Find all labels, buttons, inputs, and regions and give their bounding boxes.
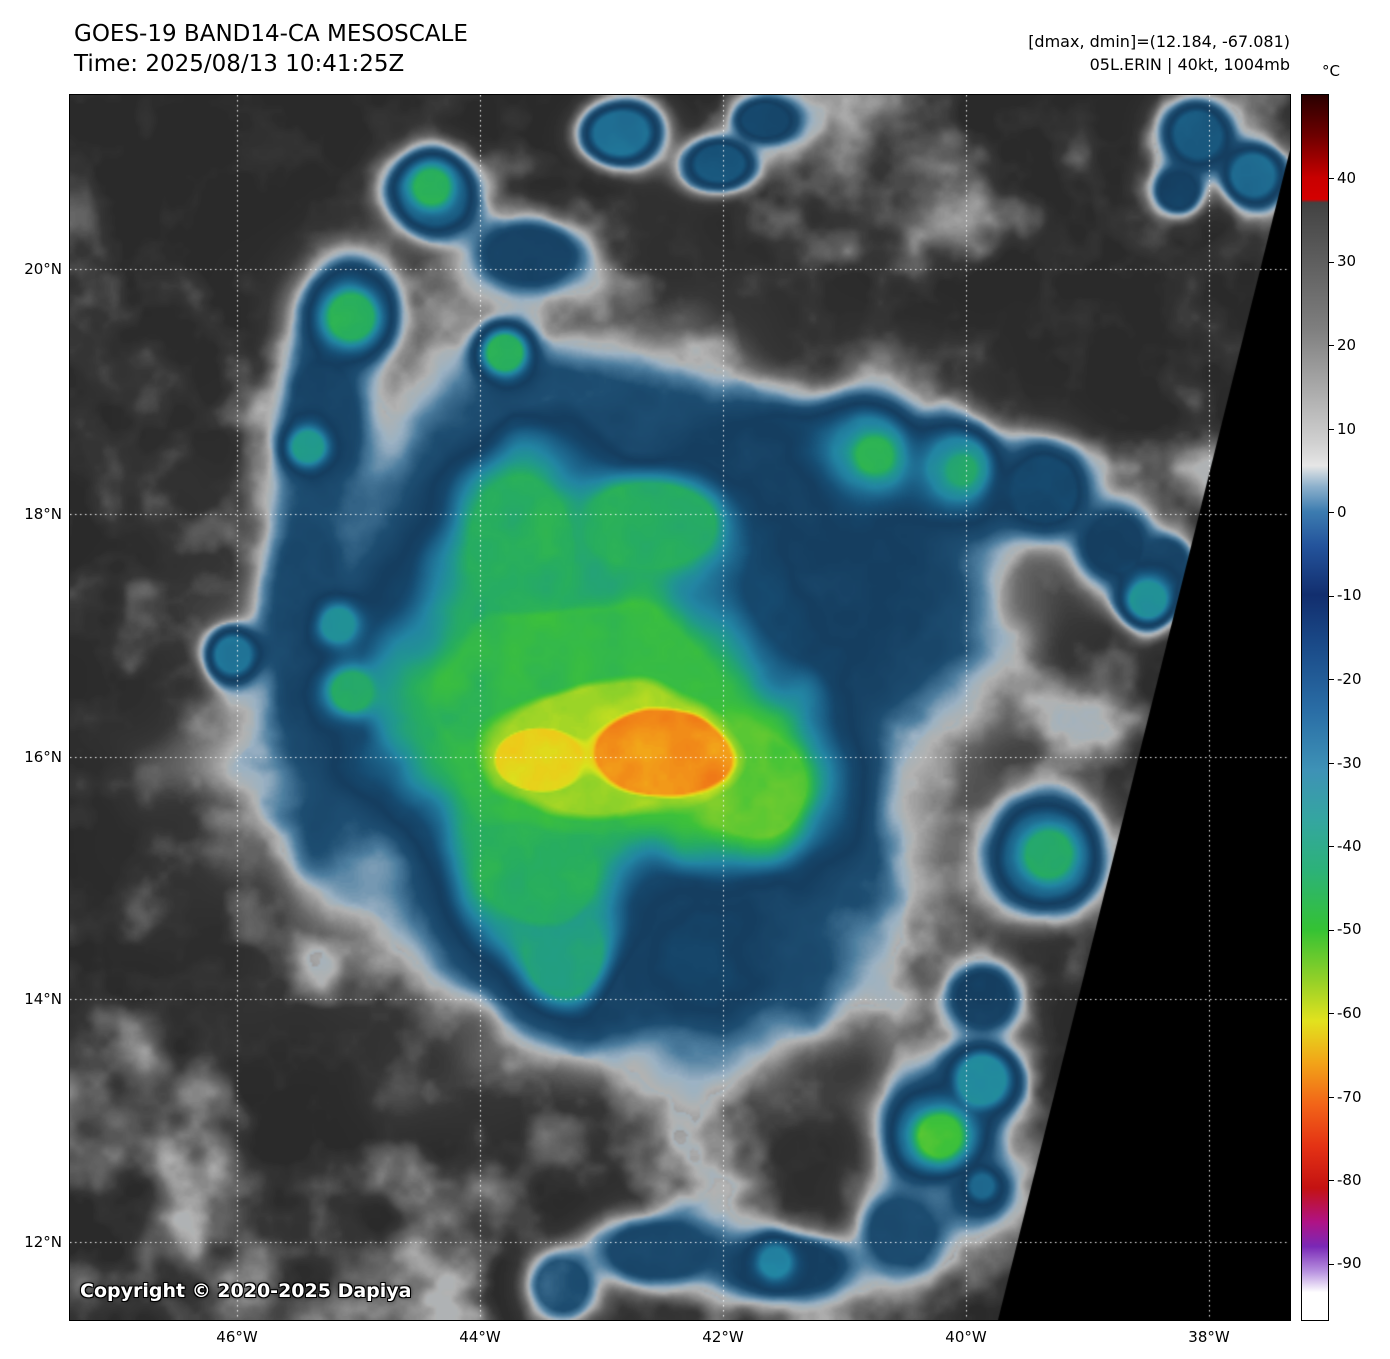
- copyright-watermark: Copyright © 2020-2025 Dapiya: [80, 1280, 412, 1302]
- lon-tick-label-46w: 46°W: [216, 1328, 258, 1346]
- lon-tick-label-38w: 38°W: [1188, 1328, 1230, 1346]
- colorbar-unit-label: °C: [1322, 62, 1340, 80]
- satellite-map-image: [69, 94, 1291, 1321]
- lon-tick-label-44w: 44°W: [459, 1328, 501, 1346]
- colorbar-tickmark: [1328, 679, 1334, 680]
- colorbar-tickmark: [1328, 512, 1334, 513]
- colorbar-tickmark: [1328, 178, 1334, 179]
- lon-tick-label-42w: 42°W: [702, 1328, 744, 1346]
- storm-info-label: 05L.ERIN | 40kt, 1004mb: [1089, 55, 1290, 74]
- colorbar-tick-label: -40: [1337, 837, 1362, 855]
- colorbar-tick-label: -20: [1337, 670, 1362, 688]
- colorbar-tick-label: -10: [1337, 586, 1362, 604]
- colorbar-tickmark: [1328, 345, 1334, 346]
- lon-tick-label-40w: 40°W: [945, 1328, 987, 1346]
- figure-timestamp: Time: 2025/08/13 10:41:25Z: [74, 51, 405, 77]
- lat-tick-label-14n: 14°N: [24, 990, 62, 1008]
- colorbar: [1301, 94, 1329, 1321]
- figure-title: GOES-19 BAND14-CA MESOSCALE: [74, 21, 468, 47]
- colorbar-tick-label: -30: [1337, 754, 1362, 772]
- colorbar-tick-label: -60: [1337, 1004, 1362, 1022]
- colorbar-tick-label: -80: [1337, 1171, 1362, 1189]
- colorbar-tickmark: [1328, 846, 1334, 847]
- colorbar-tick-label: 0: [1337, 503, 1347, 521]
- colorbar-tick-label: 40: [1337, 169, 1357, 187]
- colorbar-tickmark: [1328, 1097, 1334, 1098]
- colorbar-tickmark: [1328, 930, 1334, 931]
- colorbar-tick-label: -70: [1337, 1088, 1362, 1106]
- colorbar-tick-label: 10: [1337, 420, 1357, 438]
- lat-tick-label-20n: 20°N: [24, 260, 62, 278]
- lat-tick-label-18n: 18°N: [24, 505, 62, 523]
- colorbar-tickmark: [1328, 429, 1334, 430]
- colorbar-tickmark: [1328, 763, 1334, 764]
- colorbar-tickmark: [1328, 262, 1334, 263]
- colorbar-tick-label: 20: [1337, 336, 1357, 354]
- lat-tick-label-16n: 16°N: [24, 748, 62, 766]
- colorbar-tick-label: -50: [1337, 920, 1362, 938]
- colorbar-tickmark: [1328, 1264, 1334, 1265]
- data-range-label: [dmax, dmin]=(12.184, -67.081): [1028, 32, 1290, 51]
- colorbar-tick-label: 30: [1337, 252, 1357, 270]
- colorbar-tickmark: [1328, 1013, 1334, 1014]
- colorbar-tick-label: -90: [1337, 1254, 1362, 1272]
- lat-tick-label-12n: 12°N: [24, 1233, 62, 1251]
- colorbar-tickmark: [1328, 596, 1334, 597]
- colorbar-tickmark: [1328, 1180, 1334, 1181]
